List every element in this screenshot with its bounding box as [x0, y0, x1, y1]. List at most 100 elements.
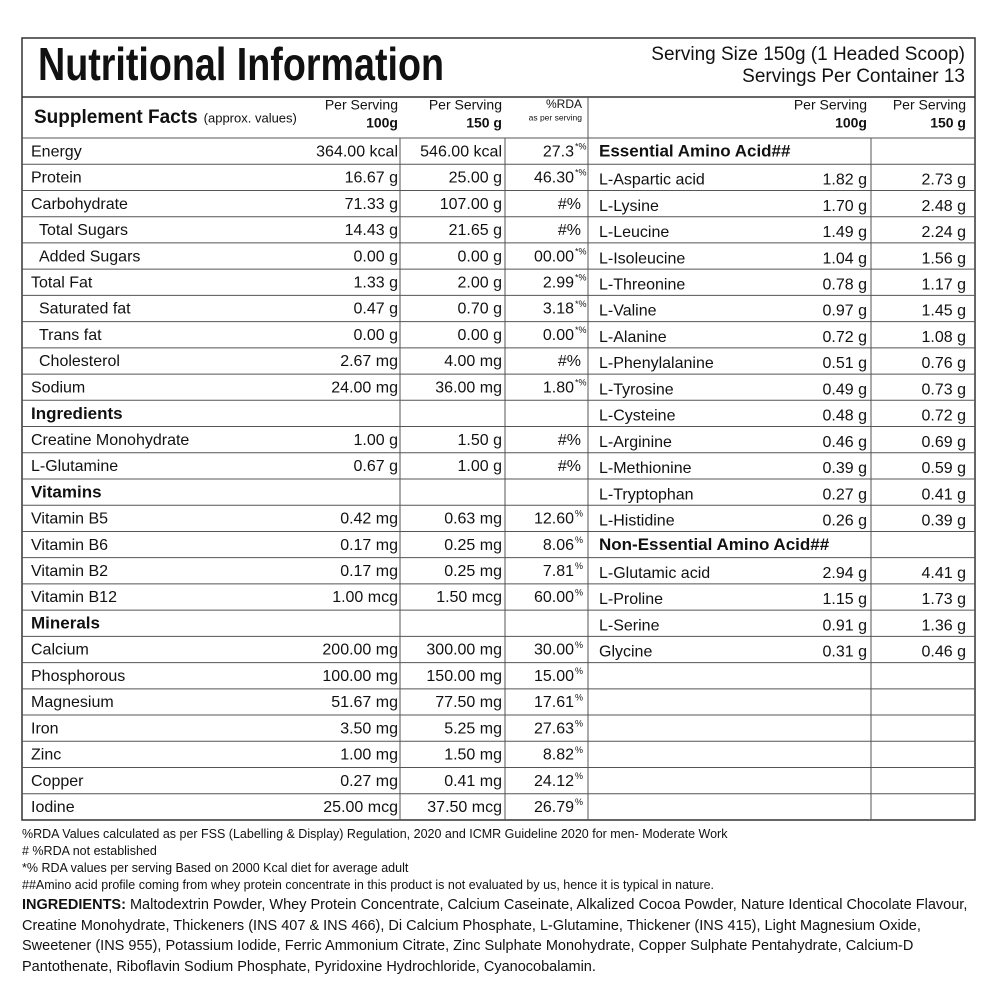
amino-acid-name: L-Phenylalanine [599, 355, 714, 372]
per-100g: 71.33 g [345, 196, 398, 213]
per-100g: 1.00 mg [340, 747, 398, 764]
nutrient-name: Copper [31, 773, 84, 790]
nutrient-name: Added Sugars [39, 248, 140, 265]
per-150g: 546.00 kcal [420, 143, 502, 160]
per-150g: 1.00 g [458, 458, 502, 475]
per-100g: 1.00 g [354, 432, 398, 449]
per-100g: 1.33 g [354, 274, 398, 291]
column-header: Per Serving [893, 97, 966, 113]
nutrient-name: Phosphorous [31, 668, 125, 685]
per-150g: 1.36 g [922, 617, 966, 634]
rda-note: % [575, 719, 583, 729]
rda-note: *% [575, 299, 587, 309]
nutrient-name: Protein [31, 170, 82, 187]
rda: 60.00 [534, 589, 574, 606]
section-title: Ingredients [31, 404, 123, 423]
nutrient-name: Vitamin B5 [31, 511, 108, 528]
per-100g: 0.91 g [823, 617, 867, 634]
per-150g: 25.00 g [449, 170, 502, 187]
per-100g: 1.70 g [823, 198, 867, 215]
rda: 1.80 [543, 379, 574, 396]
rda: 2.99 [543, 274, 574, 291]
per-150g: 2.00 g [458, 274, 502, 291]
per-100g: 0.31 g [823, 644, 867, 661]
per-100g: 25.00 mcg [323, 799, 398, 816]
per-150g: 0.00 g [458, 327, 502, 344]
footnote: %RDA Values calculated as per FSS (Label… [22, 827, 728, 841]
per-100g: 0.27 g [823, 486, 867, 503]
rda: 00.00 [534, 248, 574, 265]
column-header-note: as per serving [529, 112, 583, 122]
nutrient-name: L-Glutamine [31, 458, 118, 475]
rda: 26.79 [534, 799, 574, 816]
column-header-unit: 150 g [466, 115, 502, 131]
rda-note: *% [575, 273, 587, 283]
column-header-unit: 100g [366, 115, 398, 131]
per-100g: 24.00 mg [331, 379, 398, 396]
column-header: Per Serving [794, 97, 867, 113]
per-100g: 200.00 mg [322, 642, 398, 659]
rda: 0.00 [543, 327, 574, 344]
per-100g: 0.17 mg [340, 537, 398, 554]
amino-acid-name: L-Isoleucine [599, 250, 685, 267]
per-150g: 5.25 mg [444, 720, 502, 737]
amino-acid-name: L-Serine [599, 617, 660, 634]
rda-note: *% [575, 168, 587, 178]
per-150g: 300.00 mg [426, 642, 502, 659]
footnote: *% RDA values per serving Based on 2000 … [22, 861, 409, 875]
ingredients-label: INGREDIENTS: [22, 897, 126, 913]
nutrient-name: Vitamin B2 [31, 563, 108, 580]
per-150g: 1.08 g [922, 329, 966, 346]
ingredients: INGREDIENTS: Maltodextrin Powder, Whey P… [22, 895, 978, 977]
title: Nutritional Information [38, 38, 444, 90]
per-100g: 0.42 mg [340, 511, 398, 528]
rda-note: *% [575, 141, 587, 151]
per-150g: 21.65 g [449, 222, 502, 239]
per-100g: 0.26 g [823, 513, 867, 530]
per-150g: 37.50 mcg [427, 799, 502, 816]
amino-acid-name: L-Histidine [599, 513, 675, 530]
amino-acid-name: L-Proline [599, 591, 663, 608]
per-150g: 0.00 g [458, 248, 502, 265]
rda: 12.60 [534, 511, 574, 528]
nutrient-name: Total Fat [31, 274, 93, 291]
per-100g: 1.49 g [823, 224, 867, 241]
nutrient-name: Magnesium [31, 694, 114, 711]
nutrient-name: Cholesterol [39, 353, 120, 370]
nutrient-name: Sodium [31, 379, 85, 396]
per-100g: 364.00 kcal [316, 143, 398, 160]
amino-acid-name: L-Alanine [599, 329, 667, 346]
column-header-unit: 150 g [930, 115, 966, 131]
amino-acid-name: L-Aspartic acid [599, 172, 705, 189]
column-header: Per Serving [325, 97, 398, 113]
rda: 30.00 [534, 642, 574, 659]
per-100g: 3.50 mg [340, 720, 398, 737]
nutrient-name: Carbohydrate [31, 196, 128, 213]
section-title: Vitamins [31, 483, 102, 502]
rda-note: % [575, 509, 583, 519]
rda: #% [558, 458, 581, 475]
per-150g: 1.50 mcg [436, 589, 502, 606]
per-150g: 1.50 g [458, 432, 502, 449]
footnote: # %RDA not established [22, 844, 157, 858]
per-150g: 0.69 g [922, 434, 966, 451]
amino-acid-name: L-Threonine [599, 276, 685, 293]
per-150g: 0.73 g [922, 381, 966, 398]
per-150g: 0.63 mg [444, 511, 502, 528]
per-100g: 0.46 g [823, 434, 867, 451]
column-header: %RDA [546, 97, 582, 111]
nutrient-name: Trans fat [39, 327, 102, 344]
per-150g: 1.50 mg [444, 747, 502, 764]
table-title: Supplement Facts [34, 107, 198, 128]
per-100g: 0.48 g [823, 408, 867, 425]
rda-note: % [575, 692, 583, 702]
per-150g: 0.70 g [458, 301, 502, 318]
footnote: ##Amino acid profile coming from whey pr… [22, 878, 715, 892]
per-150g: 77.50 mg [435, 694, 502, 711]
amino-acid-name: L-Lysine [599, 198, 659, 215]
amino-acid-name: L-Glutamic acid [599, 565, 710, 582]
nutrient-name: Calcium [31, 642, 89, 659]
rda: 8.82 [543, 747, 574, 764]
servings-per-container: Servings Per Container 13 [742, 66, 965, 87]
amino-acid-name: L-Cysteine [599, 408, 676, 425]
